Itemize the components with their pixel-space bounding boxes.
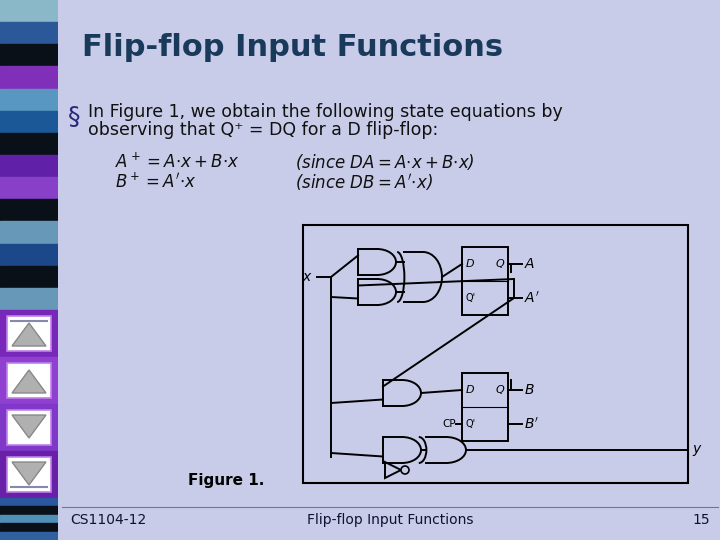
Text: D: D	[466, 259, 474, 269]
Bar	[0, 523, 58, 531]
Bar	[0, 111, 58, 133]
Bar	[0, 22, 58, 44]
Polygon shape	[12, 370, 46, 393]
Bar	[0, 155, 58, 177]
Circle shape	[401, 466, 409, 474]
Text: §: §	[68, 105, 81, 129]
Text: Figure 1.: Figure 1.	[188, 473, 264, 488]
Bar	[462, 373, 508, 441]
Bar	[0, 507, 58, 515]
Bar	[0, 199, 58, 221]
Bar	[0, 133, 58, 155]
Text: Q': Q'	[466, 419, 476, 429]
Bar	[0, 404, 58, 451]
Polygon shape	[12, 415, 46, 438]
Text: observing that Q⁺ = DQ for a D flip-flop:: observing that Q⁺ = DQ for a D flip-flop…	[88, 121, 438, 139]
Polygon shape	[385, 462, 401, 478]
Bar	[0, 89, 58, 111]
Text: $A'$: $A'$	[524, 291, 540, 306]
Text: Q': Q'	[466, 293, 476, 303]
Text: $y$: $y$	[692, 442, 703, 457]
Bar	[0, 357, 58, 404]
Bar	[0, 515, 58, 523]
Bar	[0, 244, 58, 266]
Text: (since $DA = A{\cdot}x + B{\cdot}x$): (since $DA = A{\cdot}x + B{\cdot}x$)	[295, 152, 474, 172]
Bar	[7, 410, 51, 445]
Text: CP: CP	[442, 419, 456, 429]
Text: In Figure 1, we obtain the following state equations by: In Figure 1, we obtain the following sta…	[88, 103, 563, 121]
Polygon shape	[12, 323, 46, 346]
Text: D: D	[466, 385, 474, 395]
Bar	[7, 457, 51, 492]
Bar	[0, 531, 58, 540]
Bar	[0, 66, 58, 89]
Text: $B'$: $B'$	[524, 416, 539, 431]
Text: Flip-flop Input Functions: Flip-flop Input Functions	[82, 33, 503, 63]
Text: 15: 15	[693, 513, 710, 527]
Bar	[462, 247, 508, 315]
Bar	[0, 310, 58, 357]
Text: Q: Q	[495, 259, 504, 269]
Text: (since $DB = A'{\cdot}x$): (since $DB = A'{\cdot}x$)	[295, 172, 433, 193]
Text: $B$: $B$	[524, 383, 535, 397]
Polygon shape	[12, 462, 46, 485]
Bar	[0, 266, 58, 288]
Bar	[0, 44, 58, 66]
Bar	[0, 288, 58, 310]
Text: Q: Q	[495, 385, 504, 395]
Bar	[7, 363, 51, 398]
Bar	[0, 451, 58, 498]
Text: $A^+= A{\cdot}x + B{\cdot}x$: $A^+= A{\cdot}x + B{\cdot}x$	[115, 152, 239, 171]
Bar	[0, 221, 58, 244]
Bar	[7, 316, 51, 351]
Bar	[303, 225, 688, 483]
Text: $A$: $A$	[524, 257, 535, 271]
Text: $x$: $x$	[302, 270, 313, 284]
Bar	[0, 177, 58, 199]
Text: Flip-flop Input Functions: Flip-flop Input Functions	[307, 513, 473, 527]
Bar	[0, 0, 58, 22]
Bar	[0, 498, 58, 507]
Text: CS1104-12: CS1104-12	[70, 513, 146, 527]
Text: $B^+= A'{\cdot}x$: $B^+= A'{\cdot}x$	[115, 172, 197, 191]
